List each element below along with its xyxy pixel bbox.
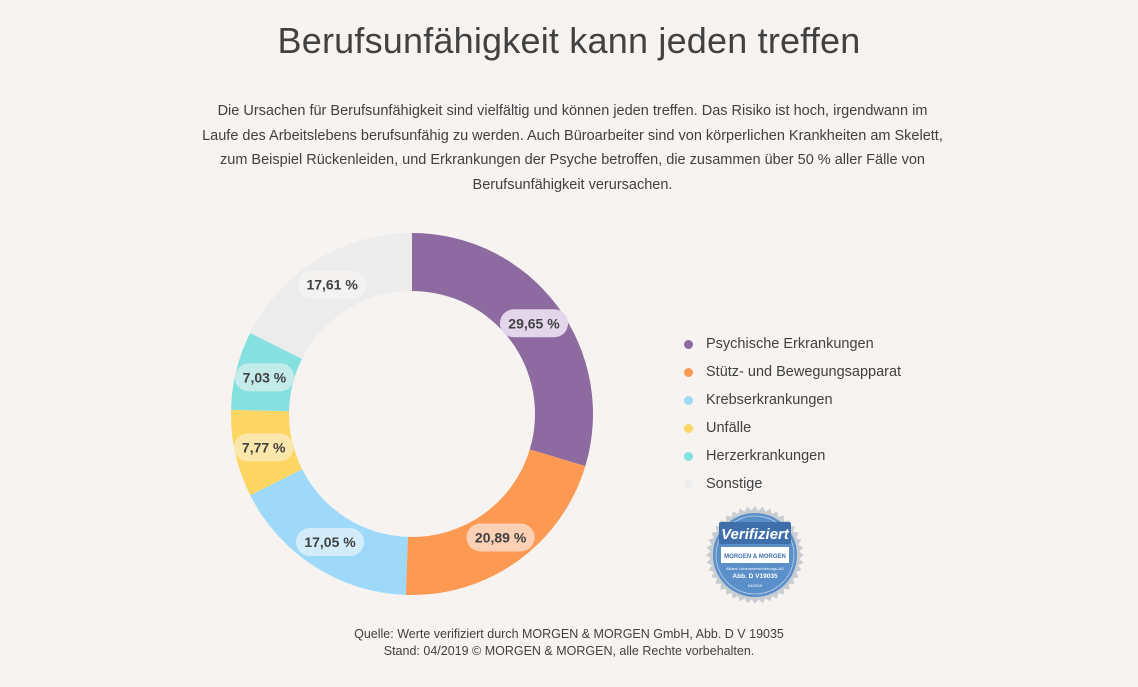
slice-1 bbox=[405, 449, 586, 595]
legend-swatch bbox=[684, 423, 693, 433]
seal-label: Verifiziert bbox=[721, 526, 790, 543]
legend-label: Unfälle bbox=[706, 420, 752, 436]
svg-text:29,65 %: 29,65 % bbox=[508, 315, 560, 331]
legend-item-2: Krebserkrankungen bbox=[684, 386, 901, 414]
legend-swatch bbox=[684, 339, 693, 349]
legend-item-1: Stütz- und Bewegungsapparat bbox=[684, 358, 901, 386]
slice-label-2: 17,05 % bbox=[295, 528, 365, 557]
slice-label-1: 20,89 % bbox=[466, 523, 535, 552]
page-title: Berufsunfähigkeit kann jeden treffen bbox=[277, 20, 861, 61]
legend-item-0: Psychische Erkrankungen bbox=[684, 330, 901, 358]
seal-date: 04/2019 bbox=[748, 583, 763, 588]
seal-brand-box bbox=[721, 547, 789, 563]
legend-label: Sonstige bbox=[706, 476, 763, 492]
legend-label: Krebserkrankungen bbox=[706, 392, 833, 408]
svg-text:17,05 %: 17,05 % bbox=[304, 534, 356, 550]
seal-code: Abb. D V19035 bbox=[732, 573, 778, 580]
svg-text:17,61 %: 17,61 % bbox=[306, 277, 358, 293]
legend-swatch bbox=[684, 451, 693, 461]
source-line-1: Quelle: Werte verifiziert durch MORGEN &… bbox=[354, 627, 784, 641]
legend-item-3: Unfälle bbox=[684, 414, 901, 442]
legend-swatch bbox=[684, 367, 693, 377]
seal-ring bbox=[715, 515, 795, 595]
legend-item-4: Herzerkrankungen bbox=[684, 442, 901, 470]
legend-label: Psychische Erkrankungen bbox=[706, 336, 874, 352]
source-line-2: Stand: 04/2019 © MORGEN & MORGEN, alle R… bbox=[383, 644, 755, 658]
legend-label: Herzerkrankungen bbox=[706, 448, 826, 464]
svg-text:7,03 %: 7,03 % bbox=[243, 369, 287, 385]
intro-text: Die Ursachen für Berufsunfähigkeit sind … bbox=[202, 103, 943, 193]
seal-brand: MORGEN & MORGEN bbox=[724, 554, 786, 560]
svg-text:20,89 %: 20,89 % bbox=[475, 530, 527, 546]
slice-label-0: 29,65 % bbox=[499, 309, 569, 338]
donut-chart: 29,65 % 20,89 % 17,05 % 7,77 % 7,03 % 17,61 % bbox=[231, 233, 593, 595]
legend-label: Stütz- und Bewegungsapparat bbox=[706, 364, 902, 380]
slice-label-3: 7,77 % bbox=[233, 433, 294, 462]
source-note: Quelle: Werte verifiziert durch MORGEN &… bbox=[0, 626, 1138, 660]
seal-label-band bbox=[719, 522, 791, 544]
slice-label-5: 17,61 % bbox=[298, 270, 367, 299]
slice-0 bbox=[412, 233, 593, 467]
legend-item-5: Sonstige bbox=[684, 470, 901, 498]
legend-swatch bbox=[684, 395, 693, 405]
verification-seal: Verifiziert MORGEN & MORGEN Allianz Lebe… bbox=[706, 506, 804, 604]
slice-label-4: 7,03 % bbox=[234, 363, 295, 392]
chart-legend: Psychische Erkrankungen Stütz- und Bewegu… bbox=[684, 330, 901, 498]
legend-swatch bbox=[684, 479, 693, 489]
seal-company: Allianz Lebensversicherungs-AG bbox=[726, 566, 784, 571]
svg-text:7,77 %: 7,77 % bbox=[242, 439, 286, 455]
